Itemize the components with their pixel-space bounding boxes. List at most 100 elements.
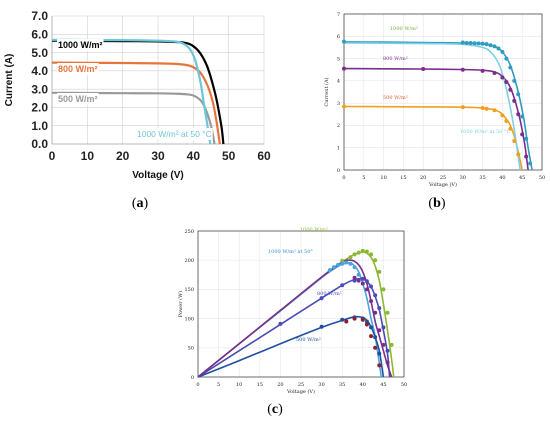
data-point (352, 275, 357, 280)
label-backdrop (136, 128, 213, 140)
series-line (197, 277, 391, 378)
panel-b: 0 5 10 15 20 25 30 35 40 45 50 0 1 2 3 4 5 6 7 Voltage (V) C… (300, 0, 550, 215)
chart-a: 0 10 20 30 40 50 60 0.0 1.0 2.0 3.0 4.0 5.0 6.0 7.0 Vol… (4, 9, 271, 181)
caption-b: (b) (428, 196, 446, 211)
x-tick-label: 50 (222, 149, 236, 163)
x-tick-label: 40 (187, 149, 201, 163)
y-tick-label: 0.0 (31, 137, 48, 151)
data-point (369, 325, 374, 330)
series-label: 500 W/m² (296, 337, 321, 343)
data-point (340, 258, 345, 263)
data-point (348, 255, 353, 260)
x-tick-label: 5 (217, 382, 220, 388)
data-point (492, 71, 497, 76)
data-point (340, 261, 345, 266)
series-label: 800 W/m² (58, 64, 98, 74)
data-point (369, 284, 374, 289)
data-point (360, 276, 365, 281)
label-backdrop (57, 93, 99, 105)
data-point (373, 258, 378, 263)
data-point (460, 105, 465, 110)
data-point (364, 287, 369, 292)
y-tick-label: 5.0 (31, 46, 48, 60)
x-tick-label: 35 (339, 382, 345, 388)
x-tick-label: 0 (196, 382, 199, 388)
data-point (352, 265, 357, 270)
data-point (319, 324, 324, 329)
data-point (520, 114, 525, 119)
data-point (488, 43, 493, 48)
data-point (528, 161, 533, 166)
series-label: 800 W/m² (383, 56, 408, 62)
data-point (319, 296, 324, 301)
data-point (421, 67, 426, 72)
series-line (51, 91, 216, 145)
data-point (516, 112, 521, 117)
data-point (364, 279, 369, 284)
y-tick-label: 6 (337, 34, 340, 40)
y-tick-label: 100 (184, 316, 194, 322)
x-tick-label: 25 (298, 382, 304, 388)
chart-c: 0 5 10 15 20 25 30 35 40 45 50 0 50 100 150 200 250 Volta… (177, 227, 407, 395)
data-point (512, 98, 517, 103)
y-axis-label: Power (W) (177, 291, 184, 317)
data-point (377, 363, 382, 368)
data-point (480, 106, 485, 111)
y-tick-label: 4.0 (31, 64, 48, 78)
y-tick-label: 5 (337, 56, 340, 62)
data-point (504, 56, 509, 61)
data-point (516, 92, 521, 97)
data-point (356, 272, 361, 277)
data-point (327, 268, 332, 273)
data-point (340, 283, 345, 288)
x-tick-label: 50 (401, 382, 407, 388)
x-tick-label: 45 (380, 382, 386, 388)
y-tick-label: 3.0 (31, 82, 48, 96)
data-point (381, 287, 386, 292)
y-tick-label: 0 (191, 375, 194, 381)
data-point (352, 252, 357, 257)
data-point (480, 68, 485, 73)
y-tick-label: 200 (184, 258, 194, 264)
data-point (385, 348, 390, 353)
data-point (381, 325, 386, 330)
y-tick-label: 250 (184, 229, 194, 235)
x-tick-label: 40 (499, 175, 505, 181)
data-point (356, 250, 361, 255)
x-axis-label: Voltage (V) (132, 170, 183, 181)
label-backdrop (57, 39, 104, 51)
data-point (512, 139, 517, 144)
data-point (360, 317, 365, 322)
x-tick-label: 25 (440, 175, 446, 181)
data-point (508, 87, 513, 92)
y-tick-label: 3 (337, 101, 340, 107)
data-point (508, 126, 513, 131)
series-label: 1000 W/m² (300, 227, 328, 233)
data-point (340, 317, 345, 322)
y-tick-label: 7.0 (31, 9, 48, 23)
x-tick-label: 40 (360, 382, 366, 388)
x-tick-label: 20 (277, 382, 283, 388)
data-point (348, 261, 353, 266)
data-point (377, 351, 382, 356)
data-point (508, 65, 513, 70)
y-tick-label: 0 (337, 168, 340, 174)
data-point (360, 281, 365, 286)
data-point (480, 41, 485, 46)
data-point (492, 44, 497, 49)
label-backdrop (57, 63, 99, 75)
data-point (496, 46, 501, 51)
data-point (484, 42, 489, 47)
data-point (500, 75, 505, 80)
data-point (369, 299, 374, 304)
data-point (342, 66, 346, 71)
series-label: 1000 W/m² (58, 40, 103, 50)
data-point (484, 106, 489, 111)
data-point (342, 39, 346, 44)
data-point (364, 249, 369, 254)
y-tick-label: 2 (337, 123, 340, 129)
panel-a: 0 10 20 30 40 50 60 0.0 1.0 2.0 3.0 4.0 5.0 6.0 7.0 Vol… (0, 0, 290, 215)
x-tick-label: 30 (151, 149, 165, 163)
x-tick-label: 10 (236, 382, 242, 388)
